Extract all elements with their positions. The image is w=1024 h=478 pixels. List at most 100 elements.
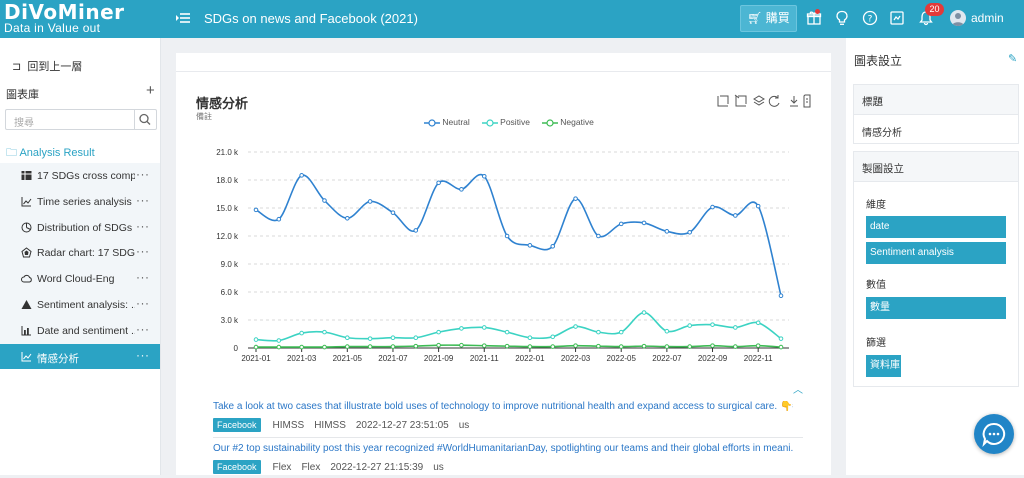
stack-icon[interactable] — [753, 95, 765, 106]
more-options-icon[interactable]: ··· — [136, 270, 150, 285]
more-options-icon[interactable]: ··· — [136, 347, 150, 362]
chart-list-item-label: Radar chart: 17 SDGs... — [37, 247, 135, 260]
more-options-icon[interactable]: ··· — [136, 192, 150, 207]
post-author: HIMSS — [272, 420, 305, 431]
chart-list: 17 SDGs cross comp... ··· Time series ana… — [0, 163, 160, 370]
chart-list-item[interactable]: Radar chart: 17 SDGs...··· — [0, 240, 160, 267]
chart-list-item-active[interactable]: 情感分析 ··· — [0, 343, 160, 370]
chart-list-item-label: 17 SDGs cross comp... — [37, 170, 135, 182]
chart-list-item[interactable]: 17 SDGs cross comp... ··· — [0, 163, 160, 189]
value-label: 數值 — [866, 280, 886, 291]
zoom-reset-icon[interactable] — [734, 94, 747, 107]
chart-list-item-label: Distribution of SDGs ... — [37, 221, 135, 234]
post-author: Flex — [272, 462, 292, 473]
menu-toggle-icon[interactable] — [176, 11, 190, 25]
post-item[interactable]: Take a look at two cases that illustrate… — [213, 401, 793, 432]
legend-label: Positive — [500, 117, 530, 127]
legend-item-negative[interactable]: Negative — [541, 117, 594, 127]
search-input[interactable]: 搜尋 — [5, 109, 157, 130]
data-view-icon[interactable] — [803, 94, 811, 108]
chart-list-item-label: 情感分析 — [37, 352, 79, 365]
project-title: SDGs on news and Facebook (2021) — [204, 11, 418, 26]
chart-settings-header: 製圖設立 — [854, 152, 1018, 182]
report-icon[interactable] — [889, 10, 905, 26]
help-icon[interactable]: ? — [862, 10, 878, 26]
cart-icon: 🛒︎ — [747, 11, 763, 25]
buy-button[interactable]: 🛒︎ 購買 — [740, 5, 797, 32]
title-card: 標題 情感分析 — [853, 84, 1019, 144]
logo[interactable]: DiVoMiner Data in Value out — [4, 2, 154, 36]
radar-icon — [21, 247, 32, 258]
filter-chip[interactable]: 資料庫 — [866, 355, 901, 377]
pie-chart-icon — [21, 222, 32, 233]
source-tag: Facebook — [213, 418, 261, 432]
more-options-icon[interactable]: ··· — [136, 295, 150, 310]
more-options-icon[interactable]: ··· — [136, 218, 150, 233]
chat-icon — [982, 422, 1006, 448]
sidebar: ⊐ 回到上一層 圖表庫 + 搜尋 🗀 Analysis Result 17 SD… — [0, 38, 161, 475]
search-icon — [139, 113, 151, 125]
settings-title: 圖表設立 — [854, 54, 903, 68]
chart-list-item[interactable]: Word Cloud-Eng ··· — [0, 266, 160, 292]
line-chart-icon — [21, 351, 32, 362]
username[interactable]: admin — [971, 11, 1004, 25]
post-text[interactable]: Our #2 top sustainability post this year… — [213, 443, 793, 454]
folder-icon: 🗀 — [6, 147, 17, 159]
back-icon: ⊐ — [12, 61, 22, 73]
legend-item-positive[interactable]: Positive — [481, 117, 530, 127]
legend-label: Neutral — [442, 117, 470, 127]
notification-badge: 20 — [925, 3, 944, 16]
edit-icon[interactable]: ✎ — [1008, 53, 1018, 65]
chart-toolbox — [717, 94, 811, 108]
chart-list-item[interactable]: Distribution of SDGs ... ··· — [0, 214, 160, 241]
post-lang: us — [433, 462, 444, 473]
source-tag: Facebook — [213, 460, 261, 474]
chart-list-item[interactable]: Sentiment analysis: ... ··· — [0, 291, 160, 318]
buy-button-label: 購買 — [765, 11, 790, 25]
cloud-icon — [21, 275, 32, 283]
refresh-icon[interactable] — [768, 95, 780, 107]
legend-item-neutral[interactable]: Neutral — [424, 117, 470, 127]
chart-list-item-label: Sentiment analysis: ... — [37, 298, 135, 311]
line-chart-icon — [21, 196, 32, 207]
value-chip[interactable]: 數量 — [866, 297, 1006, 319]
dimension-chip-date[interactable]: date — [866, 216, 1006, 238]
post-date: 2022-12-27 23:51:05 — [355, 420, 449, 431]
chart-list-item-label: Time series analysis ... — [37, 195, 135, 208]
dimension-label: 維度 — [866, 200, 886, 211]
post-account: HIMSS — [314, 420, 346, 431]
post-date: 2022-12-27 21:15:39 — [330, 462, 424, 473]
chevron-up-icon[interactable]: ︿ — [793, 385, 803, 396]
chart-list-item-label: Word Cloud-Eng — [37, 273, 115, 286]
table-icon — [21, 171, 32, 180]
more-options-icon[interactable]: ··· — [136, 321, 150, 336]
zoom-select-icon[interactable] — [717, 95, 729, 107]
chart-title: 情感分析 — [196, 96, 249, 111]
more-options-icon[interactable]: ··· — [136, 167, 150, 181]
back-button[interactable]: ⊐ 回到上一層 — [12, 58, 82, 74]
chart-list-item[interactable]: Date and sentiment ... ··· — [0, 317, 160, 344]
logo-text: DiVoMiner — [4, 0, 125, 24]
lightbulb-icon[interactable] — [834, 10, 850, 26]
chat-button[interactable] — [974, 414, 1014, 454]
title-value[interactable]: 情感分析 — [862, 128, 902, 139]
svg-text:?: ? — [868, 15, 873, 25]
legend-label: Negative — [560, 117, 594, 127]
logo-tagline: Data in Value out — [4, 21, 101, 35]
library-heading: 圖表庫 — [6, 89, 39, 101]
dimension-chip-sentiment[interactable]: Sentiment analysis — [866, 242, 1006, 264]
chart-settings-card: 製圖設立 — [853, 151, 1019, 387]
post-text[interactable]: Take a look at two cases that illustrate… — [213, 401, 793, 412]
back-label: 回到上一層 — [27, 61, 83, 73]
top-bar: DiVoMiner Data in Value out SDGs on news… — [0, 0, 1024, 38]
more-options-icon[interactable]: ··· — [136, 244, 150, 259]
filter-label: 篩選 — [866, 338, 886, 349]
folder-analysis-result[interactable]: 🗀 Analysis Result — [6, 144, 95, 163]
search-button[interactable] — [134, 110, 156, 129]
download-icon[interactable] — [790, 96, 798, 107]
post-item[interactable]: Our #2 top sustainability post this year… — [213, 443, 793, 474]
user-avatar[interactable] — [950, 10, 966, 26]
add-chart-icon[interactable]: + — [146, 82, 155, 99]
chart-legend: Neutral Positive Negative — [424, 117, 606, 127]
chart-list-item[interactable]: Time series analysis ... ··· — [0, 188, 160, 215]
